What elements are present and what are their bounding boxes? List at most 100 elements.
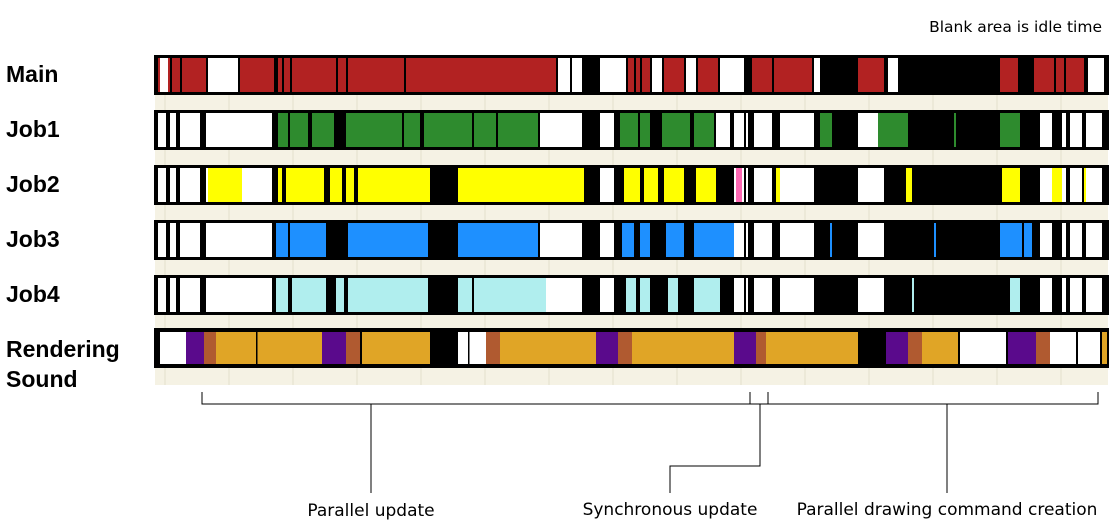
segment [734,278,744,312]
divider [276,58,278,92]
segment [754,278,772,312]
lane-label-job3: Job3 [6,226,60,252]
segment [600,278,614,312]
segment [766,332,858,364]
segment [954,113,956,147]
bracket-synchronous-update [669,403,768,493]
phase-brackets [201,392,1099,493]
segment [158,113,166,147]
segment [1040,113,1052,147]
segment [886,332,908,364]
segment [358,168,430,202]
segment [620,113,638,147]
segment [346,168,354,202]
segment [780,223,814,257]
segment [1084,168,1086,202]
segment [746,278,748,312]
segment [180,168,200,202]
segment [1086,168,1102,202]
segment [1078,332,1100,364]
segment [694,223,734,257]
phase-label-synchronous-update: Synchronous update [583,500,758,520]
segment [960,332,1006,364]
segment [642,58,650,92]
segment [244,168,270,202]
segment [1056,58,1064,92]
segment [540,223,582,257]
segment [780,278,814,312]
segment [500,332,596,364]
segment [774,58,812,92]
segment [628,58,634,92]
segment [338,58,346,92]
segment [858,168,884,202]
timeline-bands [155,94,1108,385]
segment [1040,223,1052,257]
segment [736,168,742,202]
segment [734,113,744,147]
segment [216,332,322,364]
lane-label-job1: Job1 [6,116,60,142]
segment [424,113,472,147]
lane-frame [154,165,1109,205]
lane-label-rendering: Rendering [6,336,120,362]
segment [158,278,166,312]
segment [312,113,334,147]
grid-band [155,259,1108,276]
lane-frame [154,328,1109,368]
segment [858,58,884,92]
divider [346,58,348,92]
segment [278,113,288,147]
segment [158,58,160,92]
lane-frame [154,220,1109,260]
segment [664,58,684,92]
segment [572,58,582,92]
segment [888,58,898,92]
grid-band [155,204,1108,221]
segment [1086,223,1102,257]
segment [540,278,582,312]
segment [644,168,658,202]
segment [1008,332,1036,364]
segment [1062,278,1066,312]
segment [206,223,272,257]
segment [498,113,538,147]
divider [256,332,258,364]
lane-label-main: Main [6,61,58,87]
segment [1062,223,1066,257]
segment [640,278,650,312]
segment [624,168,640,202]
grid-band [155,314,1108,331]
segment [286,168,324,202]
segment [814,58,820,92]
lane-label-job4: Job4 [6,281,60,307]
segment [934,223,936,257]
segment [336,278,344,312]
segment [458,168,584,202]
segment [170,223,176,257]
segment [686,58,696,92]
bracket-parallel-update [201,392,751,493]
segment [858,223,884,257]
divider [404,58,406,92]
segment [626,278,636,312]
grid-band [155,367,1108,385]
segment [1086,113,1102,147]
segment [746,168,748,202]
segment [276,278,288,312]
lane-2 [154,110,1109,150]
lane-3 [154,165,1109,205]
lane-label-job2: Job2 [6,171,60,197]
segment [668,278,678,312]
segment [664,168,684,202]
segment [330,168,342,202]
segment [596,332,618,364]
segment [756,332,766,364]
segment [458,332,486,364]
segment [290,223,326,257]
segment [618,332,632,364]
segment [346,332,360,364]
grid-band [155,149,1108,166]
segment [820,113,832,147]
segment [912,278,914,312]
